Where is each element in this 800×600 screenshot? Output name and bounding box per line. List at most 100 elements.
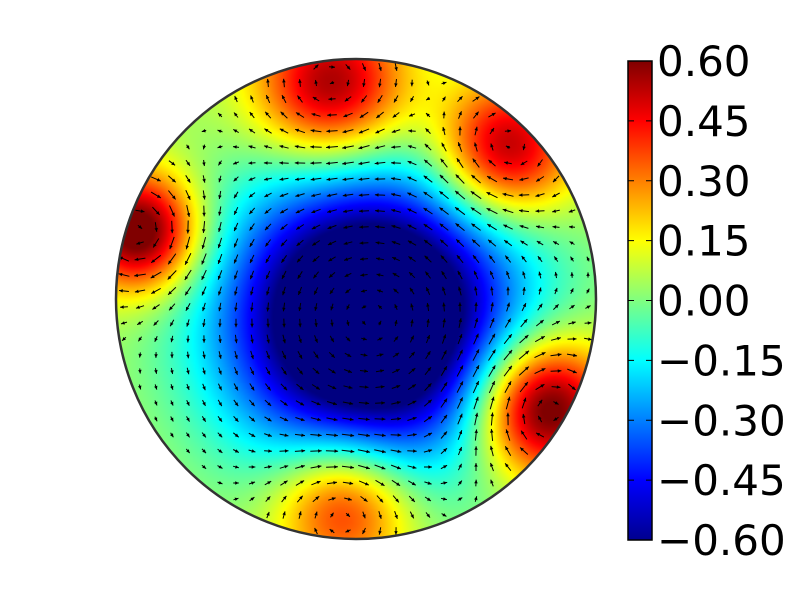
quiver-arrow <box>282 511 286 519</box>
quiver-arrow <box>295 193 305 197</box>
quiver-arrow <box>502 177 514 181</box>
quiver-arrow <box>407 480 417 486</box>
quiver-arrow <box>280 383 288 391</box>
quiver-arrow <box>506 412 510 426</box>
quiver-arrow <box>295 224 305 230</box>
quiver-arrow <box>343 112 353 118</box>
quiver-arrow <box>154 336 158 342</box>
quiver-arrow <box>313 287 319 295</box>
quiver-arrow <box>439 174 449 184</box>
quiver-arrow <box>232 432 240 438</box>
quiver-arrow <box>519 334 529 344</box>
colorbar-tick-label: −0.30 <box>657 396 786 445</box>
colorbar-tick-label: 0.00 <box>657 277 751 326</box>
quiver-arrow <box>423 159 433 167</box>
quiver-arrow <box>362 527 366 535</box>
quiver-arrow <box>474 412 479 426</box>
quiver-arrow <box>536 240 544 246</box>
quiver-arrow <box>279 128 289 134</box>
quiver-arrow <box>376 289 384 293</box>
quiver-arrow <box>248 207 256 215</box>
quiver-arrow <box>471 223 481 231</box>
quiver-arrow <box>425 96 431 101</box>
quiver-arrow <box>186 220 190 234</box>
quiver-arrow <box>312 367 320 375</box>
quiver-arrow <box>503 224 513 230</box>
quiver-arrow <box>201 236 207 250</box>
quiver-arrow <box>489 270 495 280</box>
quiver-arrow <box>569 241 575 245</box>
quiver-arrow <box>358 480 370 486</box>
quiver-arrow <box>537 255 543 263</box>
quiver-arrow <box>248 128 256 134</box>
quiver-arrow <box>521 302 527 312</box>
quiver-arrow <box>170 220 174 234</box>
quiver-arrow <box>201 432 207 438</box>
quiver-arrow <box>374 161 386 165</box>
quiver-arrow <box>279 177 289 181</box>
quiver-arrow <box>295 464 305 469</box>
quiver-arrow <box>202 175 206 183</box>
quiver-arrow <box>282 78 286 88</box>
quiver-arrow <box>150 191 162 199</box>
quiver-arrow <box>202 159 206 167</box>
quiver-arrow <box>423 239 433 247</box>
quiver-arrow <box>391 401 401 405</box>
quiver-arrow <box>154 222 158 232</box>
quiver-arrow <box>361 320 366 326</box>
quiver-arrow <box>152 238 160 248</box>
quiver-arrow <box>362 511 366 519</box>
quiver-arrow <box>442 302 446 312</box>
quiver-arrow <box>135 305 145 309</box>
quiver-arrow <box>503 239 513 247</box>
quiver-arrow <box>440 366 448 376</box>
quiver-arrow <box>360 95 368 103</box>
quiver-arrow <box>296 495 304 503</box>
quiver-arrow <box>170 400 174 406</box>
quiver-arrow <box>233 481 239 485</box>
quiver-arrow <box>392 272 400 278</box>
quiver-arrow <box>425 112 431 118</box>
quiver-arrow <box>346 79 350 87</box>
quiver-arrow <box>568 383 576 391</box>
quiver-arrow <box>375 241 385 245</box>
quiver-arrow <box>518 209 530 213</box>
quiver-arrow <box>329 287 335 295</box>
quiver-arrow <box>535 193 545 197</box>
quiver-arrow <box>440 447 448 455</box>
quiver-arrow <box>473 270 479 280</box>
quiver-arrow <box>441 350 447 360</box>
quiver-arrow <box>326 481 338 485</box>
quiver-arrow <box>358 417 370 421</box>
quiver-arrow <box>567 368 577 374</box>
quiver-arrow <box>327 384 337 390</box>
quiver-arrow <box>201 416 207 422</box>
quiver-arrow <box>472 380 480 394</box>
quiver-arrow <box>407 449 417 453</box>
quiver-arrow <box>505 145 511 150</box>
quiver-arrow <box>358 209 370 213</box>
quiver-arrow <box>265 254 271 264</box>
quiver-arrow <box>169 205 175 217</box>
quiver-arrow <box>186 399 190 407</box>
quiver-arrow <box>391 145 401 149</box>
quiver-arrow <box>295 208 305 214</box>
quiver-arrow <box>378 62 382 72</box>
quiver-arrow <box>234 270 238 280</box>
quiver-arrow <box>441 142 447 152</box>
quiver-arrow <box>234 350 238 360</box>
quiver-arrow <box>440 431 448 439</box>
quiver-arrow <box>297 95 303 103</box>
quiver-arrow <box>440 398 448 408</box>
quiver-arrow <box>392 495 400 503</box>
quiver-arrow <box>391 256 401 262</box>
quiver-arrow <box>282 318 286 328</box>
quiver-arrow <box>408 367 416 375</box>
quiver-arrow <box>185 432 191 438</box>
quiver-arrow <box>375 385 385 389</box>
quiver-arrow <box>391 209 401 213</box>
quiver-arrow <box>186 416 190 422</box>
quiver-arrow <box>218 318 222 328</box>
quiver-arrow <box>586 272 590 278</box>
quiver-arrow <box>361 63 367 71</box>
